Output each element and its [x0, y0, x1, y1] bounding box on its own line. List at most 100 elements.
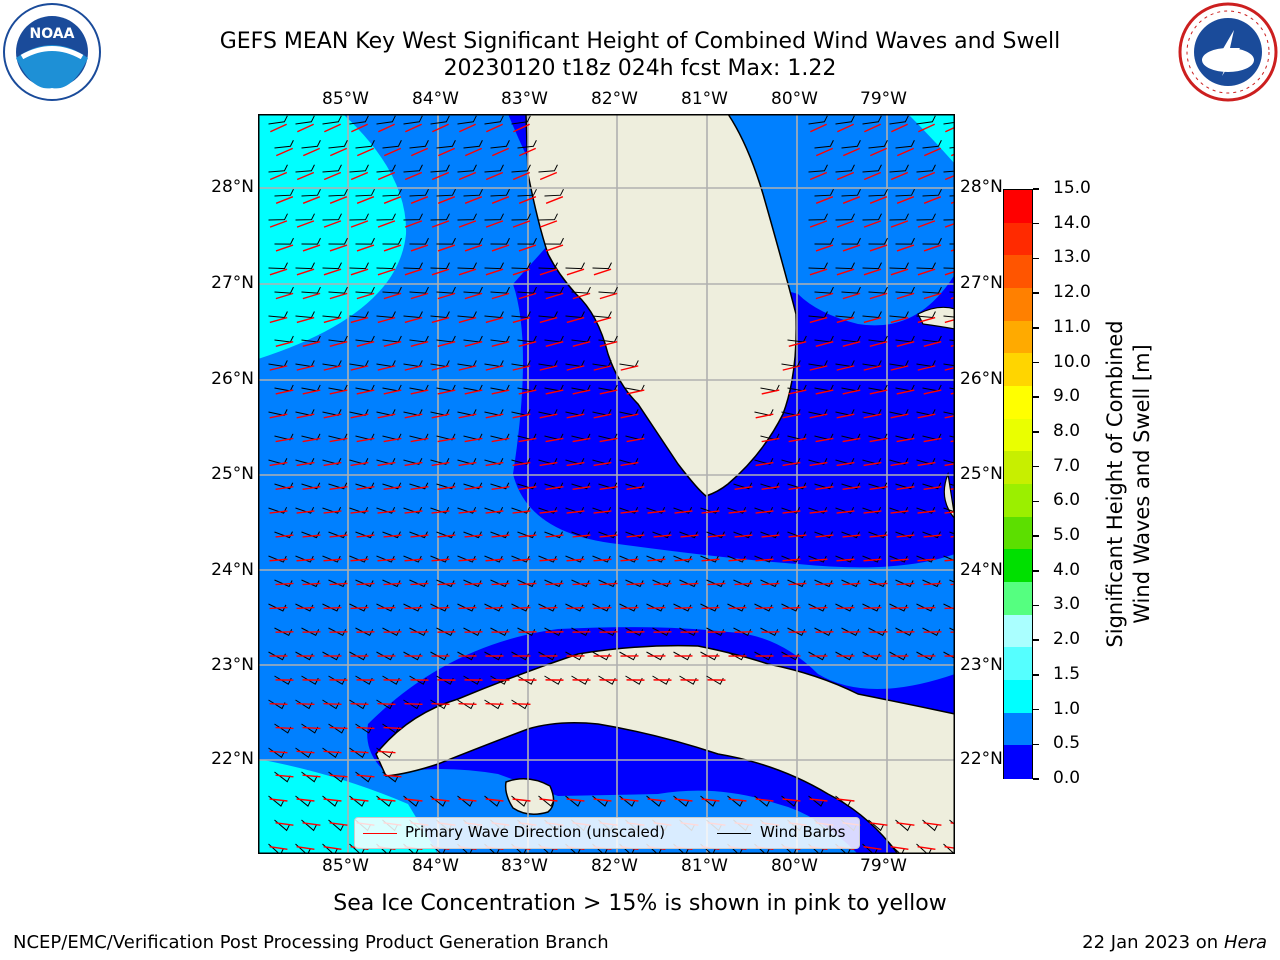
wind-barb	[835, 555, 854, 563]
footer-host: Hera	[1223, 932, 1267, 953]
wave-direction-arrow	[566, 558, 585, 562]
wind-barb	[943, 315, 955, 318]
wave-direction-arrow	[491, 437, 510, 443]
wind-barb	[544, 579, 563, 588]
wind-barb	[376, 555, 395, 563]
wind-barb	[517, 188, 537, 197]
wave-direction-arrow	[356, 582, 375, 586]
wave-direction-arrow	[836, 220, 855, 228]
wind-barb	[916, 213, 936, 221]
wind-barb	[376, 262, 396, 270]
wave-direction-arrow	[918, 123, 935, 133]
wave-direction-arrow	[917, 606, 936, 610]
wave-direction-arrow	[350, 365, 369, 371]
wave-direction-arrow	[356, 534, 375, 538]
wave-direction-arrow	[269, 702, 288, 706]
wave-direction-arrow	[518, 341, 537, 347]
wind-barb	[295, 115, 315, 125]
wind-barb	[382, 140, 402, 149]
wave-direction-arrow	[539, 171, 558, 181]
wave-direction-arrow	[701, 606, 720, 610]
wind-barb	[814, 482, 834, 490]
wave-direction-arrow	[323, 171, 342, 181]
wave-direction-arrow	[485, 220, 504, 228]
wave-direction-arrow	[512, 798, 531, 802]
wave-direction-arrow	[356, 196, 375, 204]
wind-barb	[274, 188, 294, 197]
wind-barbs-legend-label: Wind Barbs	[760, 823, 846, 841]
wave-direction-arrow	[863, 365, 882, 371]
wind-barb	[922, 237, 942, 245]
wave-direction-arrow	[491, 292, 510, 300]
wind-barb	[355, 433, 375, 441]
wave-direction-arrow	[329, 534, 348, 538]
wind-barb	[673, 506, 693, 514]
colorbar-tick-label: 0.5	[1053, 733, 1081, 754]
colorbar-tick-mark	[1033, 292, 1039, 294]
wind-barb	[943, 555, 955, 562]
wind-barb	[436, 531, 455, 539]
wind-barb	[652, 579, 671, 588]
wave-direction-arrow	[761, 486, 780, 490]
wave-direction-arrow	[626, 582, 645, 586]
wave-direction-arrow	[518, 292, 537, 300]
wave-direction-arrow	[323, 606, 342, 610]
wind-barb	[835, 506, 855, 514]
wave-direction-arrow	[356, 341, 375, 347]
wind-barb	[355, 286, 375, 294]
wind-barb	[538, 458, 558, 465]
wave-direction-arrow	[890, 461, 909, 467]
wave-direction-arrow	[923, 196, 942, 204]
wave-direction-arrow	[810, 123, 827, 133]
wind-barb	[409, 579, 428, 588]
wave-direction-arrow	[815, 389, 834, 395]
wave-direction-arrow	[620, 365, 639, 371]
wave-direction-arrow	[545, 582, 564, 586]
wave-direction-arrow	[917, 461, 936, 467]
wave-direction-arrow	[458, 171, 477, 181]
wave-direction-arrow	[458, 606, 477, 610]
colorbar-band	[1004, 484, 1032, 518]
wind-barb	[565, 555, 584, 563]
wind-barb	[301, 286, 321, 294]
wind-barb	[889, 311, 909, 319]
colorbar-band	[1004, 712, 1032, 747]
wind-barb	[382, 286, 402, 294]
wave-direction-arrow	[863, 413, 882, 419]
lon-label-top-79w: 79°W	[860, 89, 907, 109]
wave-direction-arrow	[896, 822, 915, 826]
wave-direction-arrow	[350, 316, 369, 324]
wind-barb	[511, 164, 531, 173]
wind-barb	[295, 262, 315, 270]
wave-direction-arrow	[863, 171, 882, 181]
wave-direction-arrow	[302, 437, 321, 443]
wind-barb	[301, 188, 321, 197]
colorbar-band	[1004, 451, 1032, 486]
wave-direction-arrow	[869, 244, 888, 252]
wind-barb	[943, 603, 955, 611]
lon-label-top-85w: 85°W	[322, 89, 369, 109]
colorbar-tick-mark	[1033, 778, 1039, 780]
wave-direction-arrow	[837, 123, 854, 133]
wave-direction-arrow	[464, 341, 483, 347]
colorbar-band	[1004, 288, 1032, 322]
wave-direction-arrow	[863, 316, 882, 324]
wave-direction-arrow	[599, 292, 618, 300]
wind-barb	[463, 286, 483, 294]
map-border	[258, 114, 955, 854]
wave-direction-arrow	[593, 413, 612, 419]
wave-direction-arrow	[761, 389, 780, 395]
wave-direction-arrow	[836, 798, 855, 802]
wave-direction-arrow	[593, 268, 612, 276]
wind-barb	[322, 311, 342, 319]
wave-direction-arrow	[566, 510, 585, 514]
wave-direction-arrow	[539, 798, 558, 802]
lat-label-left-26n: 26°N	[211, 369, 254, 389]
colorbar-tick-mark	[1033, 639, 1039, 641]
wave-direction-arrow	[539, 365, 558, 371]
wave-direction-arrow	[539, 461, 558, 467]
wave-direction-arrow	[464, 437, 483, 443]
wave-direction-arrow	[707, 582, 726, 586]
wave-direction-arrow	[620, 413, 639, 419]
wave-direction-arrow	[404, 171, 423, 181]
